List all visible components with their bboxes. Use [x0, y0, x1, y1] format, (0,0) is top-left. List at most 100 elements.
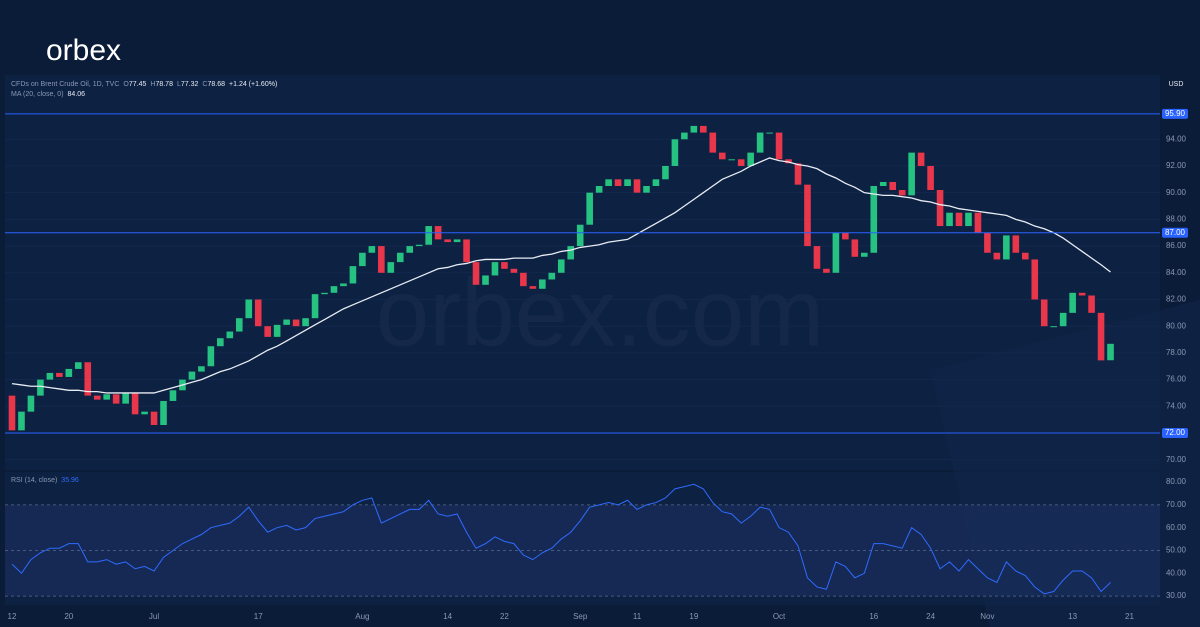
candle	[46, 372, 54, 380]
y-tick-label: 60.00	[1166, 523, 1187, 532]
candle	[756, 132, 764, 153]
candle	[955, 212, 963, 227]
candle	[804, 184, 811, 247]
candle	[425, 226, 432, 245]
candle	[595, 185, 603, 193]
candle	[482, 275, 489, 285]
candle	[1097, 312, 1105, 361]
y-tick-label: 86.00	[1166, 241, 1187, 250]
candle	[226, 331, 234, 339]
candle	[245, 299, 253, 319]
level-label: 87.00	[1165, 228, 1186, 237]
candle	[188, 371, 196, 380]
candle	[103, 394, 110, 400]
level-tag	[1162, 108, 1188, 119]
candle	[652, 179, 660, 186]
candle	[207, 346, 215, 367]
close-label: C	[202, 81, 207, 88]
candle	[1040, 299, 1048, 327]
y-tick-label: 80.00	[1166, 477, 1187, 486]
candle	[349, 266, 357, 284]
y-tick-label: 80.00	[1166, 321, 1187, 330]
x-tick-label: 20	[64, 612, 73, 621]
candle	[198, 366, 205, 372]
candle	[917, 152, 925, 166]
y-tick-label: 76.00	[1166, 375, 1187, 384]
high-label: H	[150, 81, 155, 88]
candle	[1059, 312, 1067, 327]
candle	[681, 132, 688, 140]
ohlc-header: CFDs on Brent Crude Oil, 1D, TVC O77.45 H7…	[11, 81, 277, 88]
high-value: 78.78	[155, 81, 173, 88]
y-tick-label: 92.00	[1166, 161, 1187, 170]
low-label: L	[177, 81, 181, 88]
open-value: 77.45	[129, 81, 147, 88]
candle	[842, 232, 849, 240]
x-tick-label: Jul	[149, 612, 159, 621]
candle	[690, 125, 698, 133]
candle	[37, 379, 44, 396]
open-label: O	[123, 81, 129, 88]
rsi-line	[11, 483, 1111, 595]
candle	[330, 286, 338, 293]
candle	[548, 272, 556, 280]
level-label: 72.00	[1165, 428, 1186, 437]
candle	[273, 324, 281, 337]
y-tick-label: 70.00	[1166, 500, 1187, 509]
low-value: 77.32	[181, 81, 199, 88]
candle	[112, 394, 120, 404]
candle	[662, 165, 669, 180]
candle	[1088, 295, 1095, 313]
ma-line	[11, 157, 1111, 394]
y-tick-label: 88.00	[1166, 214, 1187, 223]
ma-legend: MA (20, close, 0) 84.06	[11, 91, 85, 98]
y-tick-label: 78.00	[1166, 348, 1187, 357]
candle	[889, 181, 897, 191]
y-tick-label: 90.00	[1166, 188, 1187, 197]
candle	[624, 179, 631, 186]
candle	[557, 259, 565, 273]
candle	[586, 192, 593, 225]
candle	[387, 262, 395, 273]
candle	[576, 224, 584, 247]
candle	[415, 244, 423, 247]
x-tick-label: 11	[633, 612, 642, 621]
x-tick-label: 24	[926, 612, 935, 621]
candle	[65, 368, 73, 377]
y-tick-label: 50.00	[1166, 546, 1187, 555]
y-tick-label: 84.00	[1166, 268, 1187, 277]
ma-name: MA (20, close, 0)	[11, 91, 64, 98]
candle	[936, 190, 944, 227]
candle	[84, 362, 92, 396]
symbol: CFDs on Brent Crude Oil, 1D, TVC	[11, 81, 119, 88]
candle	[141, 411, 148, 415]
candle	[870, 185, 878, 253]
candle	[879, 181, 887, 186]
candle	[605, 179, 612, 186]
candle	[1012, 235, 1020, 253]
candle	[993, 252, 1001, 260]
candle	[794, 163, 802, 185]
candle	[974, 212, 982, 233]
y-tick-label: 74.00	[1166, 401, 1187, 410]
x-tick-label: 22	[500, 612, 509, 621]
candle	[823, 268, 830, 273]
candle	[283, 319, 290, 325]
candle	[1050, 326, 1057, 328]
x-tick-label: Nov	[980, 612, 994, 621]
level-tag	[1162, 428, 1188, 439]
x-tick-label: Aug	[355, 612, 369, 621]
candle	[1107, 343, 1114, 361]
candle	[1003, 235, 1010, 260]
candle	[56, 372, 63, 377]
candle	[718, 152, 726, 160]
candle	[633, 179, 641, 193]
candle	[520, 272, 527, 287]
candle	[946, 212, 953, 227]
x-tick-label: 14	[443, 612, 452, 621]
candle	[122, 392, 129, 404]
x-tick-label: 16	[869, 612, 878, 621]
currency: USD	[1169, 81, 1184, 88]
candle	[18, 411, 25, 431]
